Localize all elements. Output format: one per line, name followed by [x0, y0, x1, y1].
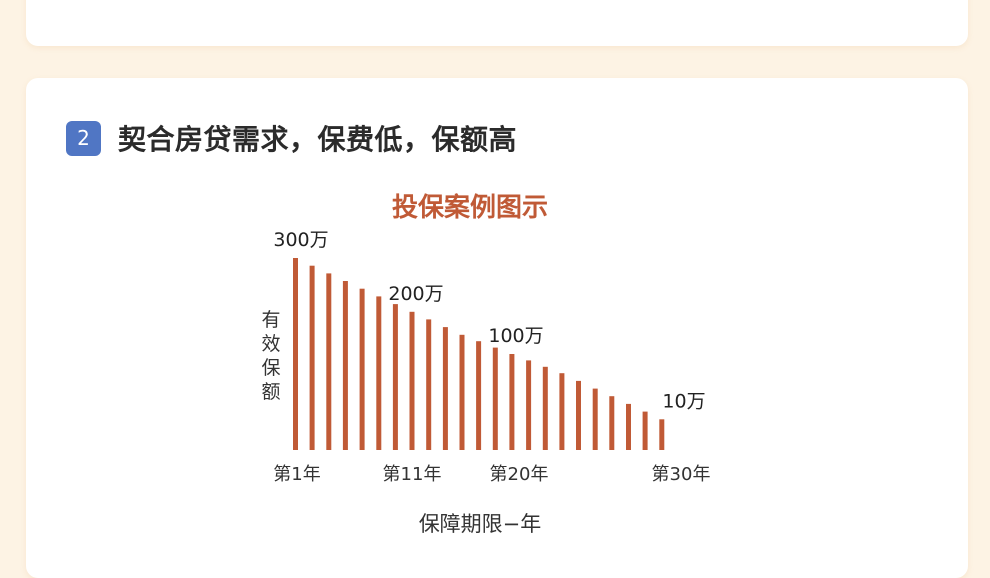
bar-year-2	[310, 266, 315, 450]
bar-year-9	[426, 319, 431, 450]
bar-year-22	[643, 412, 648, 450]
bar-year-3	[326, 273, 331, 450]
bar-year-19	[593, 389, 598, 450]
chart-plot: 第1年 第11年 第20年 第30年 300万 200万 100万 10万	[0, 0, 990, 550]
bar-year-17	[559, 373, 564, 450]
value-annotation: 300万	[273, 229, 328, 251]
value-annotation: 100万	[488, 325, 543, 347]
bar-year-20	[609, 396, 614, 450]
bar-year-21	[626, 404, 631, 450]
x-axis-label: 保障期限−年	[0, 508, 960, 538]
bar-year-1	[293, 258, 298, 450]
bar-year-14	[509, 354, 514, 450]
value-annotation: 10万	[662, 390, 705, 412]
bar-year-5	[360, 289, 365, 450]
bar-year-18	[576, 381, 581, 450]
bar-year-8	[410, 312, 415, 450]
bar-year-6	[376, 296, 381, 450]
x-tick-label: 第30年	[652, 464, 711, 485]
bar-year-15	[526, 360, 531, 450]
value-annotation: 200万	[388, 283, 443, 305]
x-tick-label: 第20年	[490, 464, 549, 485]
bar-year-12	[476, 341, 481, 450]
x-tick-label: 第1年	[273, 464, 320, 485]
bar-year-7	[393, 304, 398, 450]
bar-year-10	[443, 327, 448, 450]
bar-year-23	[659, 419, 664, 450]
bar-year-16	[543, 367, 548, 450]
bar-year-13	[493, 348, 498, 450]
bar-year-4	[343, 281, 348, 450]
x-tick-label: 第11年	[383, 464, 442, 485]
bar-year-11	[460, 335, 465, 450]
